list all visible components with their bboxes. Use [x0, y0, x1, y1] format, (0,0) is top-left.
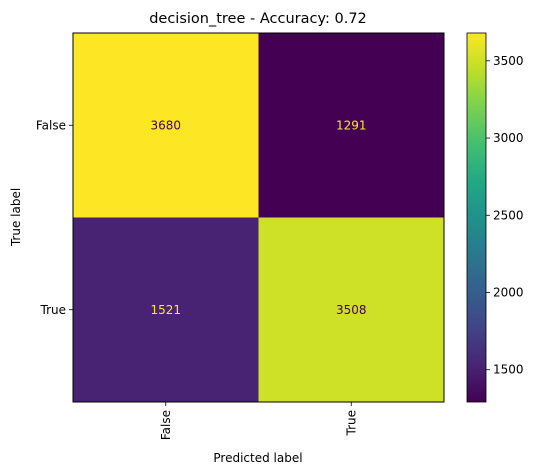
- y-axis-label: True label: [9, 188, 23, 247]
- colorbar-tick-label: 3500: [493, 54, 524, 68]
- cell-value-label: 3680: [150, 118, 181, 132]
- y-tick-label: True: [40, 303, 67, 317]
- x-tick-label: False: [159, 410, 173, 440]
- colorbar-tick-label: 1500: [493, 363, 524, 377]
- heatmap-cells: [73, 33, 444, 402]
- heatmap-cell-labels: 3680 1291 1521 3508: [150, 118, 366, 317]
- x-axis-label: Predicted label: [213, 451, 302, 465]
- y-tick-label: False: [36, 118, 66, 132]
- chart-title: decision_tree - Accuracy: 0.72: [149, 11, 367, 27]
- cell-value-label: 1291: [336, 118, 367, 132]
- colorbar-tick-label: 2000: [493, 285, 524, 299]
- plot-frame: [72, 32, 445, 403]
- colorbar-tick-label: 3000: [493, 131, 524, 145]
- heatmap-cell: [73, 217, 259, 402]
- heatmap-cell: [258, 217, 444, 402]
- x-axis-ticks: False True: [159, 402, 358, 440]
- cell-value-label: 1521: [150, 303, 181, 317]
- heatmap-cell: [73, 33, 259, 218]
- cell-value-label: 3508: [336, 303, 367, 317]
- colorbar: [466, 32, 487, 403]
- y-axis-ticks: False True: [36, 118, 73, 317]
- heatmap-cell: [258, 33, 444, 218]
- colorbar-ticks: 1500 2000 2500 3000 3500: [486, 54, 524, 377]
- colorbar-tick-label: 2500: [493, 208, 524, 222]
- x-tick-label: True: [344, 410, 358, 437]
